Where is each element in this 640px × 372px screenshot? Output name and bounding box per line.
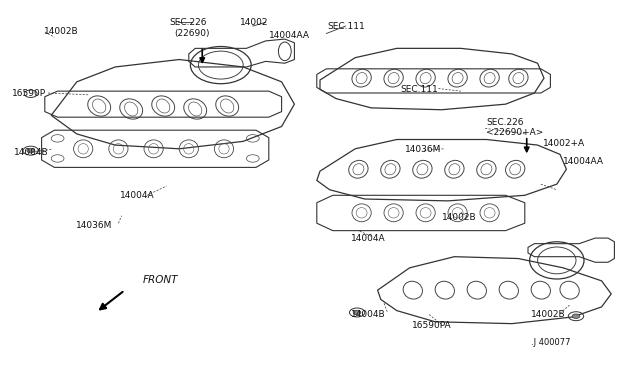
Text: SEC.226: SEC.226: [486, 118, 524, 127]
Text: 14002+A: 14002+A: [543, 139, 585, 148]
Text: SEC.111: SEC.111: [400, 85, 438, 94]
Text: 14004A: 14004A: [351, 234, 385, 243]
Text: 16590P: 16590P: [12, 89, 45, 98]
Circle shape: [27, 148, 35, 153]
Circle shape: [353, 310, 361, 315]
Text: 14004A: 14004A: [120, 191, 155, 200]
Circle shape: [572, 314, 580, 318]
Text: 14036M: 14036M: [405, 145, 442, 154]
Text: 16590PA: 16590PA: [412, 321, 451, 330]
Text: 14036M: 14036M: [76, 221, 112, 230]
Text: <22690+A>: <22690+A>: [486, 128, 544, 137]
Text: 14002B: 14002B: [44, 27, 78, 36]
Text: 14002: 14002: [240, 18, 269, 27]
Text: (22690): (22690): [174, 29, 209, 38]
Text: 14002B: 14002B: [531, 310, 566, 319]
Text: FRONT: FRONT: [143, 275, 178, 285]
Text: SEC.111: SEC.111: [328, 22, 365, 31]
Text: SEC.226: SEC.226: [170, 18, 207, 27]
Text: 14004AA: 14004AA: [563, 157, 604, 166]
Text: .J 400077: .J 400077: [531, 338, 571, 347]
Text: 14002B: 14002B: [442, 213, 476, 222]
Text: 14004B: 14004B: [14, 148, 49, 157]
Text: 14004B: 14004B: [351, 310, 385, 319]
Text: 14004AA: 14004AA: [269, 31, 310, 40]
